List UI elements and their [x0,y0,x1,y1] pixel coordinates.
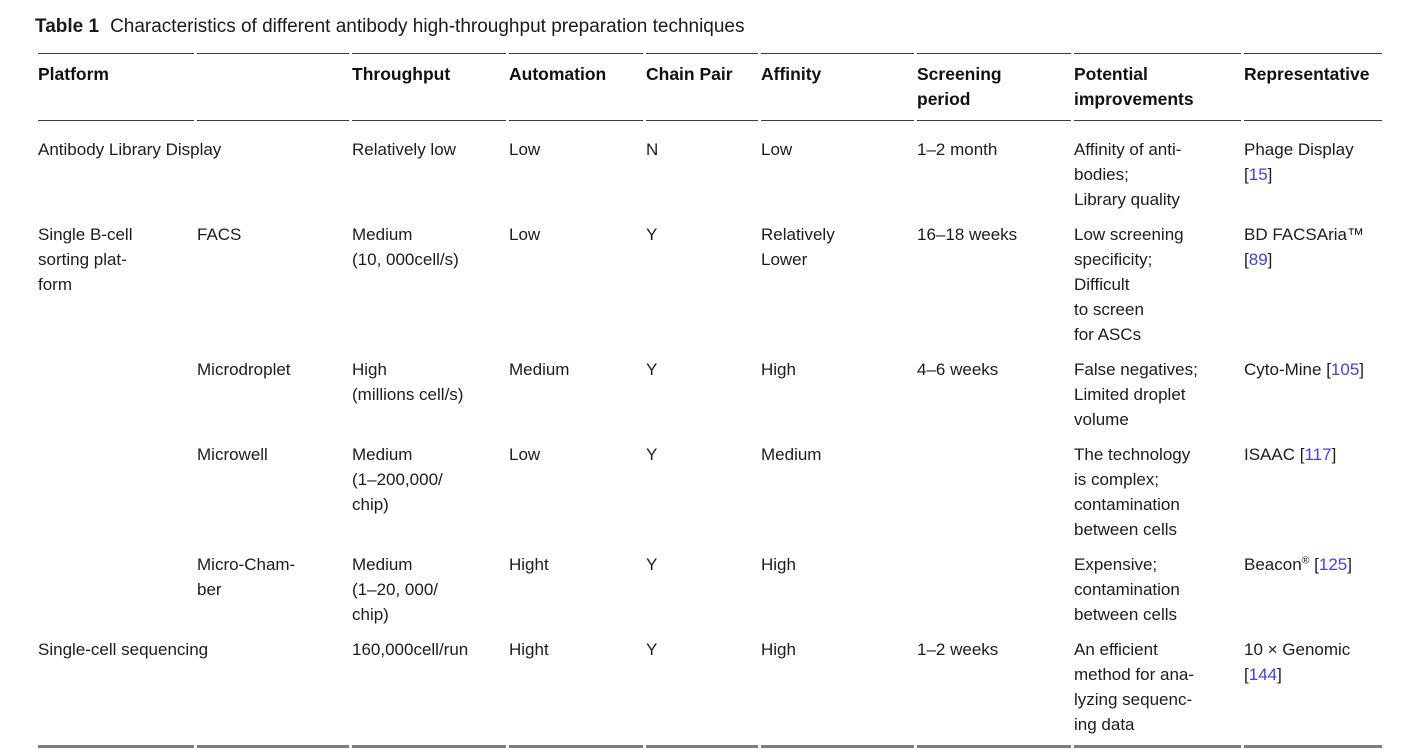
cell-chain-pair: Y [646,445,658,464]
citation-link[interactable]: 89 [1248,250,1268,269]
col-header-platform: Platform [38,53,194,121]
cell-platform: Single-cell sequencing [38,627,208,748]
cell-affinity: High [761,555,796,574]
table-row: Microwell Medium (1–200,000/ chip) Low Y… [38,432,1382,542]
cell-platform [38,542,194,627]
cell-affinity: High [761,627,914,748]
cell-affinity: Low [761,140,793,159]
cell-screening-period [917,432,1071,542]
cell-potential-improvements: Low screening specificity; Difficult to … [1074,225,1184,344]
citation-link[interactable]: 125 [1318,555,1348,574]
citation-link[interactable]: 15 [1248,165,1268,184]
cell-throughput: High (millions cell/s) [352,360,464,404]
registered-trademark-symbol: ® [1301,554,1310,567]
cell-platform-sub: Microdroplet [197,360,291,379]
cell-platform [38,432,194,542]
cell-automation: Medium [509,360,570,379]
cell-screening-period [917,542,1071,627]
cell-platform: Antibody Library Display [38,140,222,159]
cell-screening-period: 16–18 weeks [917,225,1018,244]
cell-chain-pair: Y [646,555,658,574]
cell-screening-period: 4–6 weeks [917,360,999,379]
table-row: Antibody Library Display Relatively low … [38,121,1382,212]
cell-platform-sub: Microwell [197,445,268,464]
table-caption: Table 1 Characteristics of different anti… [35,14,1386,40]
cell-platform-sub: FACS [197,225,242,244]
cell-affinity: Relatively Lower [761,225,835,269]
col-header-representative: Representative [1244,53,1382,121]
cell-representative: Cyto-Mine [105] [1244,360,1365,379]
cell-representative: 10 × Genomic [144] [1244,627,1382,748]
cell-throughput: Medium (10, 000cell/s) [352,225,459,269]
col-header-screening-period: Screening period [917,53,1071,121]
cell-chain-pair: Y [646,225,658,244]
cell-potential-improvements: Expensive; contamination between cells [1074,555,1180,624]
cell-screening-period: 1–2 weeks [917,627,1071,748]
table-row: Micro-Cham- ber Medium (1–20, 000/ chip)… [38,542,1382,627]
citation-link[interactable]: 144 [1248,665,1278,684]
cell-automation: Low [509,225,541,244]
cell-automation: Hight [509,627,643,748]
cell-screening-period: 1–2 month [917,140,998,159]
cell-platform [38,347,194,432]
table-row: Microdroplet High (millions cell/s) Medi… [38,347,1382,432]
cell-potential-improvements: False negatives; Limited droplet volume [1074,360,1198,429]
cell-automation: Low [509,445,541,464]
cell-representative: Phage Display [15] [1244,140,1354,184]
cell-automation: Low [509,140,541,159]
cell-automation: Hight [509,555,549,574]
header-row: Platform Throughput Automation Chain Pai… [38,53,1382,121]
cell-chain-pair: Y [646,627,758,748]
cell-chain-pair: Y [646,360,658,379]
characteristics-table: Platform Throughput Automation Chain Pai… [35,53,1385,748]
cell-potential-improvements: An efficient method for ana- lyzing sequ… [1074,627,1241,748]
col-header-affinity: Affinity [761,53,914,121]
cell-potential-improvements: The technology is complex; contamination… [1074,445,1191,539]
col-header-platform-sub [197,53,349,121]
table-row: Single B-cell sorting plat- form FACS Me… [38,212,1382,347]
col-header-throughput: Throughput [352,53,506,121]
cell-representative: ISAAC [117] [1244,445,1337,464]
cell-platform-sub: Micro-Cham- ber [197,555,296,599]
cell-platform: Single B-cell sorting plat- form [38,225,133,294]
cell-platform-sub [197,627,349,748]
table-number-label: Table 1 [35,16,100,37]
col-header-automation: Automation [509,53,643,121]
cell-representative: BD FACSAria™ [89] [1244,225,1364,269]
citation-link[interactable]: 105 [1330,360,1360,379]
cell-throughput: Relatively low [352,140,456,159]
cell-throughput: 160,000cell/run [352,627,506,748]
cell-throughput: Medium (1–20, 000/ chip) [352,555,439,624]
citation-link[interactable]: 117 [1304,445,1332,464]
cell-potential-improvements: Affinity of anti- bodies; Library qualit… [1074,140,1182,209]
cell-throughput: Medium (1–200,000/ chip) [352,445,443,514]
col-header-chain-pair: Chain Pair [646,53,758,121]
cell-representative: Beacon® [125] [1244,554,1352,574]
cell-affinity: Medium [761,445,822,464]
table-caption-text: Characteristics of different antibody hi… [110,16,745,37]
cell-chain-pair: N [646,140,659,159]
table-row: Single-cell sequencing 160,000cell/run H… [38,627,1382,748]
col-header-potential-improvements: Potential improvements [1074,53,1241,121]
cell-affinity: High [761,360,796,379]
cell-platform-sub [197,121,349,212]
